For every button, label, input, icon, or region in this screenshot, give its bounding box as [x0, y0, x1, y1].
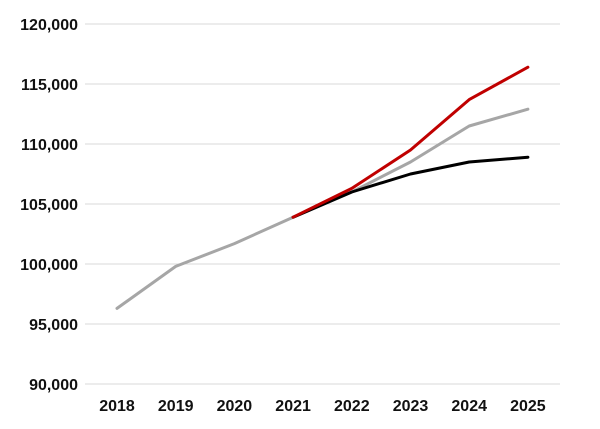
- y-axis-tick-labels: 90,000 95,000 100,000 105,000 110,000 115,000…: [20, 17, 78, 394]
- series-lines: [115, 65, 530, 310]
- y-tick-label: 110,000: [21, 137, 78, 154]
- series-line-0: [115, 107, 530, 310]
- y-tick-label: 115,000: [21, 77, 78, 94]
- gridlines: [85, 23, 560, 385]
- series-line-1: [291, 155, 530, 219]
- x-tick-label: 2020: [217, 398, 253, 415]
- x-tick-label: 2022: [334, 398, 370, 415]
- x-tick-label: 2019: [158, 398, 194, 415]
- y-tick-label: 90,000: [29, 377, 78, 394]
- y-tick-label: 100,000: [20, 257, 78, 274]
- x-tick-label: 2018: [99, 398, 135, 415]
- x-tick-label: 2024: [451, 398, 487, 415]
- y-tick-label: 95,000: [29, 317, 78, 334]
- y-tick-label: 105,000: [20, 197, 78, 214]
- y-tick-label: 120,000: [20, 17, 78, 34]
- series-line-2: [291, 65, 530, 219]
- x-axis-tick-labels: 2018 2019 2020 2021 2022 2023 2024 2025: [99, 398, 546, 415]
- x-tick-label: 2021: [275, 398, 311, 415]
- x-tick-label: 2025: [510, 398, 546, 415]
- x-tick-label: 2023: [393, 398, 429, 415]
